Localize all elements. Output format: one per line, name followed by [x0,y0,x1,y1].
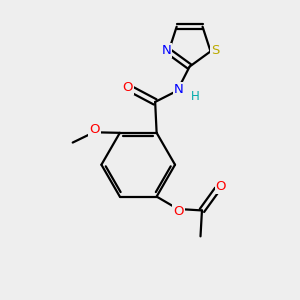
Text: O: O [89,123,100,136]
Text: N: N [161,44,171,57]
Text: O: O [122,81,133,94]
Text: N: N [174,83,184,96]
Text: O: O [173,205,184,218]
Text: O: O [216,180,226,194]
Text: S: S [211,44,219,57]
Text: H: H [191,89,200,103]
